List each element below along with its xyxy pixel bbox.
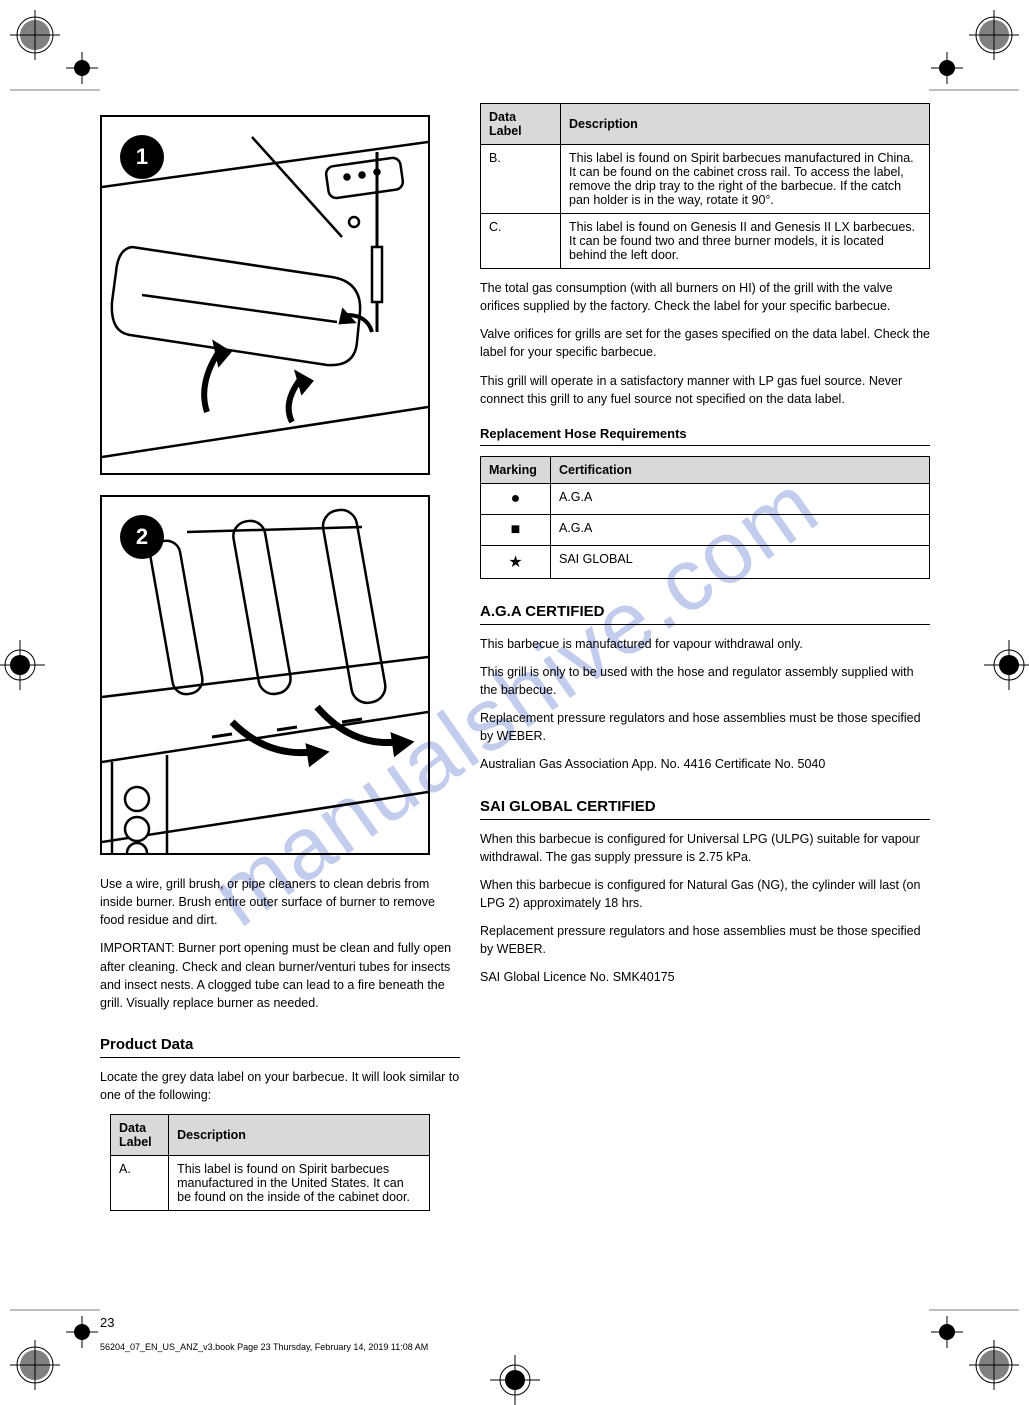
circle-icon: ● — [481, 483, 551, 514]
crop-mark-tr — [929, 10, 1019, 100]
replacement-heading: Replacement Hose Requirements — [480, 426, 930, 446]
table-row: ● A.G.A — [481, 483, 930, 514]
left-column: 1 — [100, 95, 460, 1219]
col-description: Description — [169, 1115, 430, 1156]
cert-sai: SAI GLOBAL — [551, 545, 930, 578]
figure-2-label: 2 — [120, 515, 164, 559]
crop-mark-bl — [10, 1300, 100, 1390]
col-data-label: Data Label — [481, 104, 561, 145]
square-icon: ■ — [481, 514, 551, 545]
figure-1-label: 1 — [120, 135, 164, 179]
table-row: C. This label is found on Genesis II and… — [481, 214, 930, 269]
cell-label-b: B. — [481, 145, 561, 214]
aga-text-2: This grill is only to be used with the h… — [480, 663, 930, 699]
table-row: ■ A.G.A — [481, 514, 930, 545]
table-header-row: Data Label Description — [481, 104, 930, 145]
figure-1: 1 — [100, 115, 430, 475]
table-header-row: Marking Certification — [481, 456, 930, 483]
grill-text: This grill will operate in a satisfactor… — [480, 372, 930, 408]
cell-desc-b: This label is found on Spirit barbecues … — [561, 145, 930, 214]
aga-text-4: Australian Gas Association App. No. 4416… — [480, 755, 930, 773]
right-column: Data Label Description B. This label is … — [480, 95, 930, 996]
col-certification: Certification — [551, 456, 930, 483]
orifice-text: Valve orifices for grills are set for th… — [480, 325, 930, 361]
sai-text-2: When this barbecue is configured for Nat… — [480, 876, 930, 912]
crop-mark-tl — [10, 10, 100, 100]
col-description: Description — [561, 104, 930, 145]
cell-label-a: A. — [111, 1156, 169, 1211]
aga-heading: A.G.A CERTIFIED — [480, 603, 930, 625]
star-icon: ★ — [481, 545, 551, 578]
footer-text: 56204_07_EN_US_ANZ_v3.book Page 23 Thurs… — [100, 1342, 930, 1352]
product-intro: Locate the grey data label on your barbe… — [100, 1068, 460, 1104]
important-text: IMPORTANT: Burner port opening must be c… — [100, 939, 460, 1012]
page-number: 23 — [100, 1315, 114, 1330]
table-row: B. This label is found on Spirit barbecu… — [481, 145, 930, 214]
table-header-row: Data Label Description — [111, 1115, 430, 1156]
figure-2: 2 — [100, 495, 430, 855]
sai-text-1: When this barbecue is configured for Uni… — [480, 830, 930, 866]
cell-label-c: C. — [481, 214, 561, 269]
product-data-heading: Product Data — [100, 1036, 460, 1058]
cert-aga-1: A.G.A — [551, 483, 930, 514]
page-body: 1 — [100, 95, 930, 1295]
cell-desc-a: This label is found on Spirit barbecues … — [169, 1156, 430, 1211]
col-data-label: Data Label — [111, 1115, 169, 1156]
cert-aga-2: A.G.A — [551, 514, 930, 545]
col-marking: Marking — [481, 456, 551, 483]
table-row: ★ SAI GLOBAL — [481, 545, 930, 578]
sai-heading: SAI GLOBAL CERTIFIED — [480, 798, 930, 820]
crop-mark-bm — [490, 1355, 540, 1405]
aga-text-1: This barbecue is manufactured for vapour… — [480, 635, 930, 653]
crop-mark-br — [929, 1300, 1019, 1390]
data-label-table-right: Data Label Description B. This label is … — [480, 103, 930, 269]
consumption-text: The total gas consumption (with all burn… — [480, 279, 930, 315]
data-label-table-left: Data Label Description A. This label is … — [110, 1114, 430, 1211]
cell-desc-c: This label is found on Genesis II and Ge… — [561, 214, 930, 269]
sai-text-3: Replacement pressure regulators and hose… — [480, 922, 930, 958]
cleaning-text: Use a wire, grill brush, or pipe cleaner… — [100, 875, 460, 929]
sai-text-4: SAI Global Licence No. SMK40175 — [480, 968, 930, 986]
table-row: A. This label is found on Spirit barbecu… — [111, 1156, 430, 1211]
crop-mark-mr — [984, 640, 1029, 690]
replacement-table: Marking Certification ● A.G.A ■ A.G.A ★ … — [480, 456, 930, 579]
crop-mark-ml — [0, 640, 45, 690]
aga-text-3: Replacement pressure regulators and hose… — [480, 709, 930, 745]
